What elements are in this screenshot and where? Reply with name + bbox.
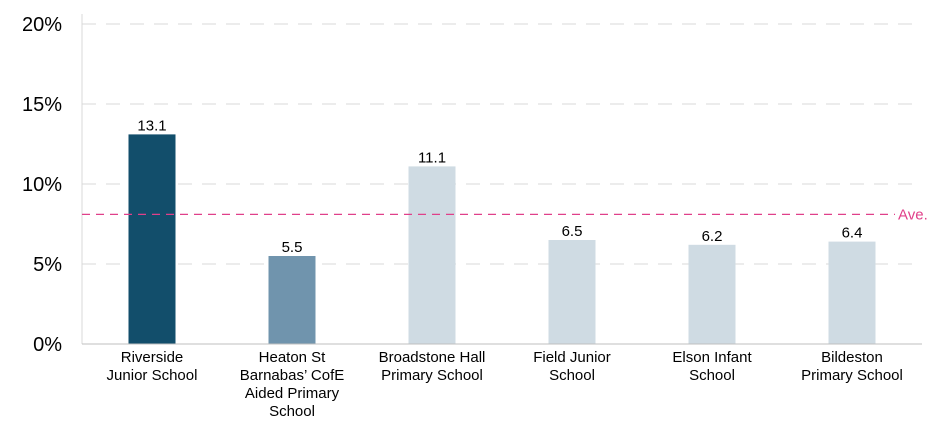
category-label: Barnabas’ CofE xyxy=(240,367,345,384)
gridlines xyxy=(82,23,922,265)
category-label: Broadstone Hall xyxy=(379,349,486,366)
bar xyxy=(828,241,876,344)
bars: 13.1 5.5 11.1 6.5 6.2 6.4 xyxy=(128,117,876,344)
data-label: 5.5 xyxy=(282,239,303,256)
data-label: 13.1 xyxy=(137,117,166,134)
category-label: Primary School xyxy=(381,367,483,384)
category-label: Junior School xyxy=(107,367,198,384)
y-tick-label: 20% xyxy=(22,14,62,36)
category-label: Elson Infant xyxy=(672,349,752,366)
category-label: Field Junior xyxy=(533,349,611,366)
bar xyxy=(408,166,456,344)
category-label: Primary School xyxy=(801,367,903,384)
bar xyxy=(548,240,596,344)
y-axis: 0% 5% 10% 15% 20% xyxy=(22,14,83,356)
y-tick-label: 10% xyxy=(22,174,62,196)
category-label: School xyxy=(269,403,315,420)
y-tick-label: 0% xyxy=(33,334,62,356)
bar xyxy=(268,256,316,344)
category-label: School xyxy=(689,367,735,384)
y-tick-label: 15% xyxy=(22,94,62,116)
category-label: Heaton St xyxy=(259,349,327,366)
data-label: 6.4 xyxy=(842,225,863,242)
average-label: Ave. xyxy=(898,206,928,223)
data-label: 6.5 xyxy=(562,223,583,240)
category-label: School xyxy=(549,367,595,384)
category-label: Bildeston xyxy=(821,349,883,366)
data-label: 11.1 xyxy=(418,149,446,166)
category-label: Riverside xyxy=(121,349,184,366)
bar xyxy=(128,134,176,344)
category-label: Aided Primary xyxy=(245,385,340,402)
data-label: 6.2 xyxy=(702,228,723,245)
bar xyxy=(688,244,736,344)
average-line-group: Ave. xyxy=(82,206,928,223)
y-tick-label: 5% xyxy=(33,254,62,276)
